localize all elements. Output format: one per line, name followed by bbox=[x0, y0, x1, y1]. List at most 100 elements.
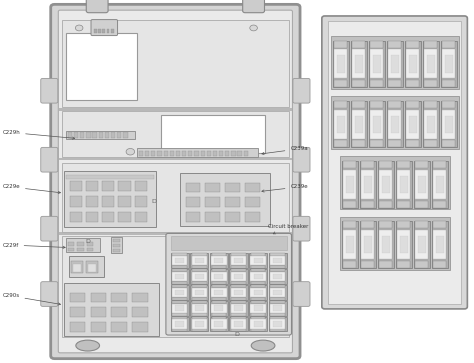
Bar bbox=[210, 317, 228, 331]
Bar bbox=[172, 319, 187, 329]
Bar bbox=[164, 151, 168, 156]
Bar bbox=[379, 161, 392, 168]
Bar bbox=[173, 282, 187, 284]
Bar bbox=[211, 304, 227, 313]
Bar bbox=[251, 313, 265, 315]
Bar bbox=[210, 285, 228, 300]
Bar bbox=[185, 212, 201, 221]
Bar bbox=[201, 151, 205, 156]
Bar bbox=[86, 181, 98, 191]
Bar bbox=[397, 221, 410, 228]
Ellipse shape bbox=[76, 340, 100, 351]
Bar bbox=[360, 161, 376, 208]
Bar bbox=[234, 258, 243, 264]
Bar bbox=[192, 313, 207, 315]
FancyBboxPatch shape bbox=[322, 16, 467, 309]
Text: D: D bbox=[85, 239, 90, 244]
Bar bbox=[350, 41, 367, 87]
Bar bbox=[139, 151, 143, 156]
Bar bbox=[171, 317, 189, 331]
Bar bbox=[415, 230, 428, 259]
Bar bbox=[185, 197, 201, 207]
Bar bbox=[68, 248, 74, 251]
Bar bbox=[171, 253, 189, 268]
Bar bbox=[415, 170, 428, 199]
Bar bbox=[413, 161, 429, 208]
Bar bbox=[68, 132, 72, 138]
Bar bbox=[370, 80, 383, 87]
Bar bbox=[135, 181, 147, 191]
Bar bbox=[182, 151, 186, 156]
Bar bbox=[70, 196, 82, 207]
Bar bbox=[231, 266, 246, 268]
Bar bbox=[137, 148, 258, 157]
Bar bbox=[395, 161, 411, 208]
Bar bbox=[173, 329, 187, 331]
Bar bbox=[254, 274, 263, 279]
Bar bbox=[249, 269, 267, 284]
Bar bbox=[172, 272, 187, 281]
Bar bbox=[377, 161, 393, 208]
Bar bbox=[369, 101, 385, 147]
Bar bbox=[205, 183, 220, 192]
Bar bbox=[191, 256, 207, 265]
Bar bbox=[231, 298, 246, 300]
Bar bbox=[442, 80, 455, 87]
Bar bbox=[113, 249, 120, 252]
Bar bbox=[361, 261, 374, 268]
Bar bbox=[270, 329, 285, 331]
Bar bbox=[214, 274, 223, 279]
FancyBboxPatch shape bbox=[91, 20, 118, 36]
Bar bbox=[191, 319, 207, 329]
Bar bbox=[91, 322, 106, 331]
Bar bbox=[190, 269, 209, 284]
Bar bbox=[250, 256, 266, 265]
Bar bbox=[73, 264, 81, 272]
Bar bbox=[231, 151, 236, 156]
Bar bbox=[180, 173, 270, 226]
Bar bbox=[364, 176, 372, 193]
Bar bbox=[231, 313, 246, 315]
Bar bbox=[328, 21, 461, 304]
Bar bbox=[173, 301, 187, 303]
Bar bbox=[211, 301, 226, 303]
Bar bbox=[249, 301, 267, 315]
Bar bbox=[211, 269, 226, 272]
Bar bbox=[173, 298, 187, 300]
Bar bbox=[250, 272, 266, 281]
FancyBboxPatch shape bbox=[41, 282, 58, 306]
Bar bbox=[379, 170, 392, 199]
Bar bbox=[87, 242, 93, 246]
Bar bbox=[113, 239, 120, 242]
Text: D: D bbox=[235, 332, 239, 337]
Bar bbox=[427, 55, 435, 73]
Bar bbox=[171, 236, 287, 250]
Bar bbox=[219, 151, 223, 156]
Bar bbox=[91, 307, 106, 317]
Bar bbox=[161, 115, 265, 153]
Bar bbox=[424, 80, 437, 87]
Bar bbox=[211, 329, 226, 331]
Bar bbox=[62, 163, 289, 232]
Bar bbox=[433, 201, 446, 208]
Bar bbox=[339, 217, 449, 270]
FancyBboxPatch shape bbox=[86, 0, 108, 13]
Bar bbox=[273, 321, 282, 327]
Bar bbox=[192, 329, 207, 331]
Bar bbox=[405, 101, 421, 147]
Bar bbox=[333, 101, 349, 147]
Bar bbox=[111, 293, 127, 302]
FancyBboxPatch shape bbox=[293, 216, 310, 241]
FancyBboxPatch shape bbox=[41, 78, 58, 103]
Bar bbox=[270, 301, 285, 303]
Bar bbox=[111, 322, 127, 331]
Bar bbox=[70, 293, 85, 302]
Bar bbox=[205, 197, 220, 207]
Bar bbox=[424, 110, 438, 139]
Bar bbox=[424, 101, 437, 108]
Bar bbox=[118, 181, 130, 191]
Bar bbox=[424, 140, 437, 147]
Bar bbox=[231, 272, 246, 281]
Bar bbox=[388, 110, 401, 139]
Bar bbox=[86, 196, 98, 207]
